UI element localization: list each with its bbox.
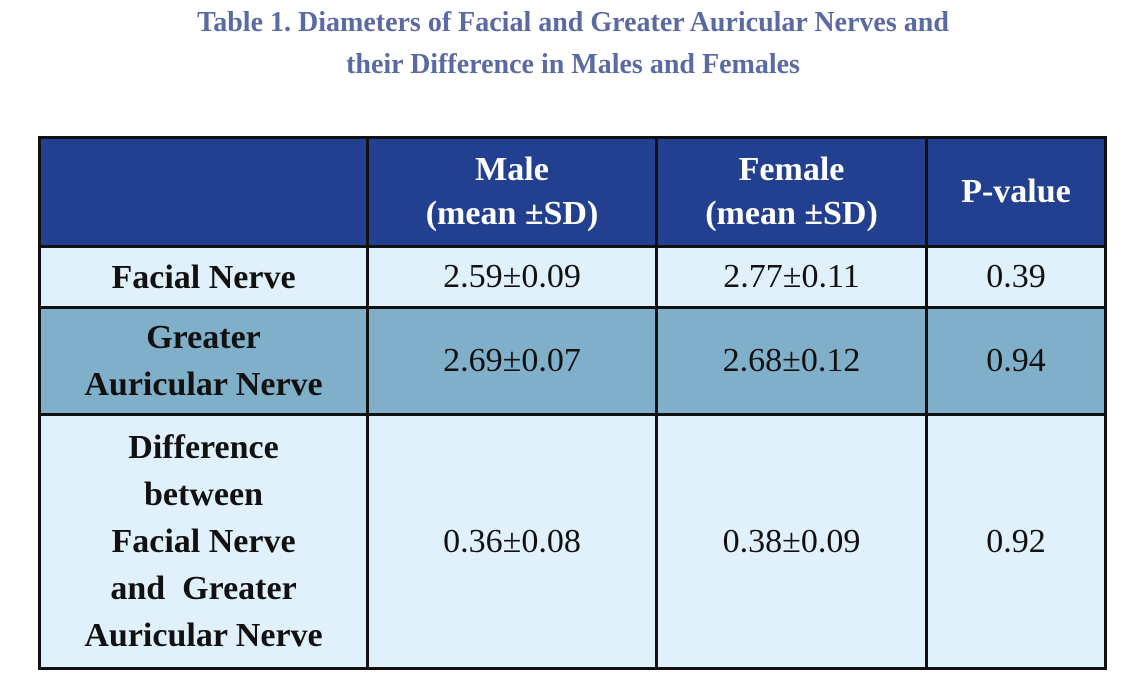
header-male-line-1: Male (475, 151, 549, 188)
row-label-line: Facial Nerve (111, 523, 296, 560)
row-label-line: Facial Nerve (111, 258, 296, 296)
row-label-line: Greater (146, 319, 261, 356)
table-title-line-2: their Difference in Males and Females (346, 49, 800, 80)
cell-male-facial-nerve: 2.59±0.09 (366, 245, 658, 309)
cell-pvalue-difference: 0.92 (925, 413, 1107, 670)
table-row-facial-nerve: Facial Nerve 2.59±0.09 2.77±0.11 0.39 (38, 245, 1107, 309)
header-male: Male (mean ±SD) (366, 136, 658, 248)
header-male-line-2: (mean ±SD) (425, 195, 599, 232)
header-row: Male (mean ±SD) Female (mean ±SD) P-valu… (38, 136, 1107, 248)
row-label-line: Auricular Nerve (84, 366, 323, 403)
header-pvalue: P-value (925, 136, 1107, 248)
header-female: Female (mean ±SD) (655, 136, 928, 248)
diameters-table: Male (mean ±SD) Female (mean ±SD) P-valu… (38, 136, 1107, 670)
table-row-greater-auricular-nerve: Greater Auricular Nerve 2.69±0.07 2.68±0… (38, 306, 1107, 416)
cell-male-difference: 0.36±0.08 (366, 413, 658, 670)
row-label-line: Difference (128, 429, 279, 466)
row-label-line: between (144, 476, 263, 513)
header-female-line-2: (mean ±SD) (705, 195, 878, 232)
cell-pvalue-greater-auricular-nerve: 0.94 (925, 306, 1107, 416)
cell-male-greater-auricular-nerve: 2.69±0.07 (366, 306, 658, 416)
row-label-difference: Difference between Facial Nerve and Grea… (38, 413, 369, 670)
row-label-line: Auricular Nerve (84, 617, 323, 654)
row-label-facial-nerve: Facial Nerve (38, 245, 369, 309)
header-corner-cell (38, 136, 369, 248)
header-female-line-1: Female (738, 151, 845, 188)
row-label-greater-auricular-nerve: Greater Auricular Nerve (38, 306, 369, 416)
table-row-difference: Difference between Facial Nerve and Grea… (38, 413, 1107, 670)
cell-female-greater-auricular-nerve: 2.68±0.12 (655, 306, 928, 416)
table-title-line-1: Table 1. Diameters of Facial and Greater… (197, 7, 949, 38)
row-label-line: and Greater (110, 570, 297, 607)
cell-pvalue-facial-nerve: 0.39 (925, 245, 1107, 309)
table-title: Table 1. Diameters of Facial and Greater… (0, 2, 1146, 86)
cell-female-difference: 0.38±0.09 (655, 413, 928, 670)
cell-female-facial-nerve: 2.77±0.11 (655, 245, 928, 309)
